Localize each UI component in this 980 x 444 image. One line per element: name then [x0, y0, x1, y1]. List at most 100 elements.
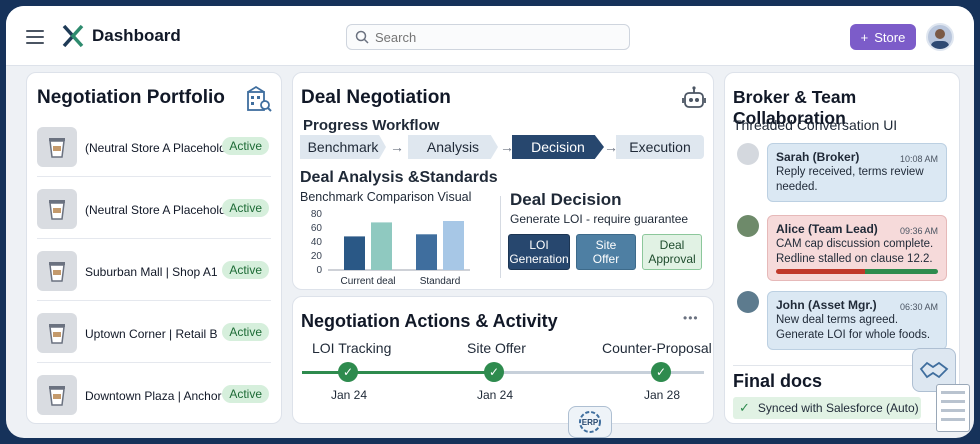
search-icon — [355, 30, 369, 44]
erp-button[interactable]: ERP — [568, 406, 612, 438]
decision-text: Generate LOI - require guarantee — [510, 212, 689, 226]
plus-icon: + — [860, 29, 869, 45]
loi-generation-button[interactable]: LOI Generation — [508, 234, 570, 270]
store-name: (Neutral Store A Placeholder) — [85, 203, 241, 217]
store-thumbnail — [37, 189, 77, 229]
timeline-track — [494, 371, 704, 374]
y-tick-label: 0 — [316, 265, 322, 276]
erp-gear-icon — [579, 411, 601, 433]
app-title: Dashboard — [92, 26, 181, 45]
site-button-line2: Offer — [592, 252, 620, 266]
workflow-step-execution[interactable]: Execution — [616, 135, 704, 159]
store-name: Uptown Corner | Retail B — [85, 327, 218, 341]
store-thumbnail — [37, 375, 77, 415]
coffee-cup-icon — [49, 138, 65, 158]
bar — [371, 222, 392, 270]
message-author: John (Asset Mgr.) — [776, 298, 877, 312]
chart-title: Benchmark Comparison Visual — [300, 190, 472, 204]
collab-title: Broker & Team Collaboration — [733, 87, 857, 128]
timeline-date: Jan 28 — [644, 388, 681, 402]
redline-progress-bar — [776, 269, 938, 274]
y-tick-label: 20 — [311, 251, 323, 262]
message-text: New deal terms agreed. Generate LOI for … — [776, 314, 931, 341]
collab-subtitle: Threaded Conversation UI — [733, 117, 898, 133]
divider — [500, 196, 501, 278]
logo-icon — [62, 24, 84, 48]
store-name: (Neutral Store A Placeholder) — [85, 141, 241, 155]
message-author: Sarah (Broker) — [776, 150, 860, 164]
portfolio-item[interactable]: Uptown Corner | Retail B Active — [37, 305, 271, 363]
building-search-icon[interactable] — [245, 85, 273, 113]
y-tick-label: 80 — [311, 209, 323, 220]
deal-button-line2: Approval — [648, 252, 696, 266]
user-avatar-icon — [931, 29, 949, 49]
portfolio-item[interactable]: Downtown Plaza | Anchor 1 Active — [37, 367, 271, 425]
x-tick-label: Current deal — [340, 276, 395, 286]
workflow-step-decision[interactable]: Decision — [512, 135, 604, 159]
menu-icon[interactable] — [26, 30, 44, 44]
store-thumbnail — [37, 251, 77, 291]
search-box[interactable] — [346, 24, 630, 50]
status-badge: Active — [222, 261, 269, 279]
portfolio-item[interactable]: (Neutral Store A Placeholder) Active — [37, 119, 271, 177]
negotiation-actions-card: Negotiation Actions & Activity ••• — [292, 296, 714, 424]
analysis-title: Deal Analysis &Standards — [300, 169, 498, 186]
message-text: CAM cap discussion complete. Redline sta… — [776, 238, 934, 265]
robot-icon[interactable] — [681, 85, 707, 111]
deal-title: Deal Negotiation — [301, 87, 451, 108]
more-options-icon[interactable]: ••• — [683, 311, 699, 325]
timeline-label-counter: Counter-Proposal — [602, 340, 712, 356]
avatar — [737, 215, 759, 237]
message-bubble[interactable]: Alice (Team Lead) 09:36 AM CAM cap discu… — [767, 215, 947, 281]
store-name: Suburban Mall | Shop A1 — [85, 265, 218, 279]
portfolio-item[interactable]: (Neutral Store A Placeholder) Active — [37, 181, 271, 239]
search-input[interactable] — [375, 29, 615, 45]
avatar — [737, 291, 759, 313]
site-offer-button[interactable]: Site Offer — [576, 234, 636, 270]
y-tick-label: 60 — [311, 223, 323, 234]
message-time: 09:36 AM — [899, 226, 938, 236]
store-button-label: Store — [874, 29, 906, 45]
check-icon: ✓ — [651, 362, 671, 382]
timeline-label-site: Site Offer — [467, 340, 526, 356]
deal-approval-button[interactable]: Deal Approval — [642, 234, 702, 270]
erp-label: ERP — [581, 417, 599, 427]
store-name: Downtown Plaza | Anchor 1 — [85, 389, 232, 403]
portfolio-item[interactable]: Suburban Mall | Shop A1 Active — [37, 243, 271, 301]
deal-button-line1: Deal — [659, 238, 685, 252]
coffee-cup-icon — [49, 324, 65, 344]
app-window: Dashboard + Store Negotiation Portfolio — [6, 6, 974, 438]
actions-title: Negotiation Actions & Activity — [301, 311, 558, 331]
message-bubble[interactable]: John (Asset Mgr.) 06:30 AM New deal term… — [767, 291, 947, 350]
handshake-button[interactable] — [912, 348, 956, 392]
x-tick-label: Standard — [420, 276, 461, 286]
timeline-date: Jan 24 — [331, 388, 368, 402]
arrow-right-icon: → — [604, 139, 618, 155]
check-icon: ✓ — [338, 362, 358, 382]
top-bar: Dashboard + Store — [6, 6, 974, 66]
sync-text: Synced with Salesforce (Auto) — [757, 401, 919, 415]
status-badge: Active — [222, 137, 269, 155]
check-icon: ✓ — [739, 400, 750, 415]
timeline-date: Jan 24 — [477, 388, 514, 402]
message-time: 06:30 AM — [899, 302, 938, 312]
coffee-cup-icon — [49, 262, 65, 282]
status-badge: Active — [222, 323, 269, 341]
message-bubble[interactable]: Sarah (Broker) 10:08 AM Reply received, … — [767, 143, 947, 202]
message-text: Reply received, terms review needed. — [776, 166, 924, 193]
sync-status: ✓ Synced with Salesforce (Auto) — [733, 397, 921, 419]
store-button[interactable]: + Store — [850, 24, 916, 50]
portfolio-title: Negotiation Portfolio — [37, 87, 225, 108]
checklist-document-icon[interactable] — [936, 384, 970, 432]
bar — [416, 234, 437, 270]
status-badge: Active — [222, 385, 269, 403]
negotiation-portfolio-card: Negotiation Portfolio (Neutral Store A P… — [26, 72, 282, 424]
coffee-cup-icon — [49, 386, 65, 406]
loi-button-line2: Generation — [509, 252, 569, 266]
timeline-progress — [302, 371, 494, 374]
user-avatar[interactable] — [926, 23, 954, 51]
workflow-step-benchmark[interactable]: Benchmark — [300, 135, 386, 159]
message-time: 10:08 AM — [899, 154, 938, 164]
bar — [344, 236, 365, 270]
workflow-step-analysis[interactable]: Analysis — [408, 135, 498, 159]
